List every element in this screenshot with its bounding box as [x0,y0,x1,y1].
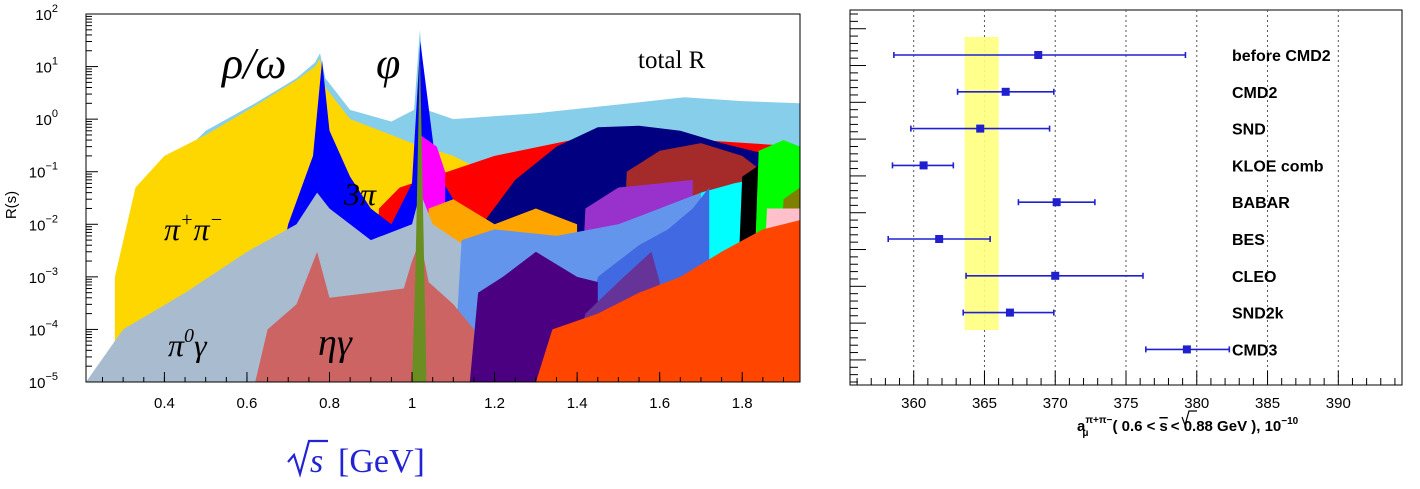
central-value-marker [1034,51,1043,59]
measurement-label: KLOE comb [1232,158,1324,175]
measurement-snd2k: SND2k [962,306,1284,323]
right-x-tick-label: 360 [901,395,926,412]
phi-peak-area [412,50,427,382]
right-plot-frame [849,9,1403,386]
left-x-tick-label: 0.8 [319,395,340,412]
right-y-ticks [850,13,866,383]
left-x-ticks: 0.4 0.6 0.8 1 1.2 1.4 1.6 1.8 [102,372,784,412]
measurement-babar: BABAR [1017,195,1290,212]
pi0-gamma-label: π0γ [168,325,208,363]
right-x-tick-label: 370 [1043,395,1068,412]
measurement-before-cmd2: before CMD2 [893,48,1331,65]
left-y-tick-label: 102 [35,3,58,24]
central-value-marker [919,161,928,170]
orangered-area [535,220,800,382]
left-channel-areas [86,29,800,383]
right-sqrt-symbol [1181,410,1197,427]
central-value-marker [1051,271,1060,280]
eta-gamma-label: ηγ [318,322,353,364]
measurement-label: CLEO [1232,269,1276,286]
average-band [964,37,999,330]
rho-omega-label: ρ/ω [220,39,286,88]
total-r-label: total R [638,47,706,74]
measurement-label: BES [1232,232,1265,249]
measurement-label: BABAR [1232,195,1290,212]
left-x-tick-label: 1.4 [567,395,588,412]
right-x-tick-label: 380 [1184,395,1209,412]
central-value-marker [1052,198,1061,207]
pipi-label: π+π− [164,209,223,247]
x-label-unit: [GeV] [338,443,425,480]
r-ratio-chart: 0.4 0.6 0.8 1 1.2 1.4 1.6 1.8 102 101 100 10−1 10−2… [3,3,801,480]
x-label-s: s [310,443,323,480]
left-y-tick-label: 101 [35,56,58,77]
measurement-label: before CMD2 [1232,48,1331,65]
measurement-label: CMD3 [1232,342,1277,359]
left-y-axis-label: R(s) [3,191,20,219]
central-value-marker [1182,345,1191,354]
central-value-marker [935,235,944,243]
central-value-marker [1001,87,1010,96]
left-x-tick-label: 0.4 [154,395,175,412]
sqrt-symbol [287,439,328,478]
measurement-points: before CMD2 CMD2 SND KLOE comb BABAR BES CLEO S… [887,48,1331,359]
right-x-tick-label: 390 [1326,395,1351,412]
right-x-ticks: 360 365 370 375 380 385 390 [856,371,1396,412]
left-y-tick-label: 10−1 [29,161,58,182]
central-value-marker [1005,308,1014,317]
right-x-tick-label: 375 [1113,395,1138,412]
left-x-tick-label: 1.6 [649,395,670,412]
left-y-tick-label: 10−2 [29,213,58,234]
phi-label: φ [376,39,400,88]
three-pi-label: 3π [343,176,377,212]
left-x-tick-label: 0.6 [237,395,258,412]
left-x-tick-label: 1.8 [732,395,753,412]
amu-comparison-chart: 360 365 370 375 380 385 390 before CMD2 CMD2 SND… [849,9,1403,439]
right-x-tick-label: 365 [972,395,997,412]
measurement-cmd3: CMD3 [1145,342,1277,359]
left-y-tick-label: 10−5 [29,371,58,392]
left-y-tick-label: 10−3 [29,266,58,287]
left-x-tick-label: 1.2 [484,395,505,412]
measurement-label: SND [1232,122,1266,139]
right-x-axis-label: aπ+π− μ( 0.6 < s < 0.88 GeV ), 10−10 [1077,415,1299,439]
central-value-marker [976,124,985,133]
measurement-cleo: CLEO [965,269,1276,286]
left-x-tick-label: 1 [408,395,416,412]
measurement-kloe-comb: KLOE comb [891,158,1324,175]
left-y-tick-label: 100 [35,108,58,129]
left-y-tick-label: 10−4 [29,318,58,339]
measurement-cmd2: CMD2 [956,85,1277,102]
right-x-tick-label: 385 [1255,395,1280,412]
left-y-ticks: 102 101 100 10−1 10−2 10−3 10−4 10−5 [29,3,98,392]
measurement-label: SND2k [1232,306,1284,323]
left-x-axis-label: s [GeV] [287,439,425,480]
left-plot-frame [85,13,801,383]
measurement-bes: BES [887,232,1265,249]
measurement-snd: SND [910,122,1266,139]
measurement-label: CMD2 [1232,85,1277,102]
